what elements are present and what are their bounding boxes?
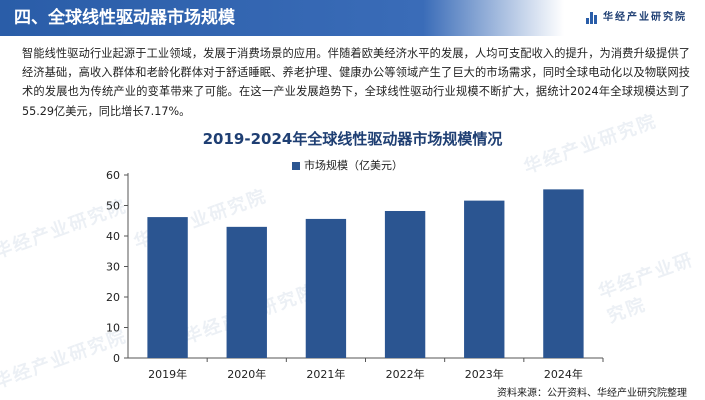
- legend-swatch: [292, 162, 300, 170]
- brand: 华经产业研究院: [586, 9, 687, 27]
- x-tick-label: 2019年: [148, 367, 187, 381]
- legend-label: 市场规模（亿美元）: [304, 159, 403, 172]
- y-tick-label: 0: [113, 352, 120, 365]
- x-tick-label: 2020年: [227, 367, 266, 381]
- chart-legend: 市场规模（亿美元）: [292, 158, 403, 174]
- x-tick-label: 2023年: [465, 367, 504, 381]
- bar: [226, 226, 267, 358]
- brand-name: 华经产业研究院: [603, 12, 687, 23]
- x-tick-label: 2022年: [386, 367, 425, 381]
- x-tick-label: 2021年: [306, 367, 345, 381]
- y-tick-label: 10: [106, 322, 120, 335]
- section-title: 四、全球线性驱动器市场规模: [14, 8, 235, 28]
- bar: [464, 200, 505, 358]
- bar: [384, 210, 426, 358]
- x-tick-label: 2024年: [544, 367, 583, 381]
- source-note: 资料来源：公开资料、华经产业研究院整理: [497, 388, 687, 399]
- y-tick-label: 50: [106, 200, 120, 213]
- y-tick-label: 40: [106, 230, 120, 243]
- bar: [543, 189, 584, 358]
- y-tick-label: 60: [106, 169, 120, 182]
- intro-paragraph: 智能线性驱动行业起源于工业领域，发展于消费场景的应用。伴随着欧美经济水平的发展，…: [22, 47, 690, 118]
- chart-title: 2019-2024年全球线性驱动器市场规模情况: [202, 130, 503, 148]
- y-tick-label: 30: [106, 261, 120, 274]
- bar: [147, 217, 188, 358]
- y-tick-label: 20: [106, 291, 120, 304]
- bar: [305, 218, 347, 358]
- brand-logo-icon: [586, 12, 597, 24]
